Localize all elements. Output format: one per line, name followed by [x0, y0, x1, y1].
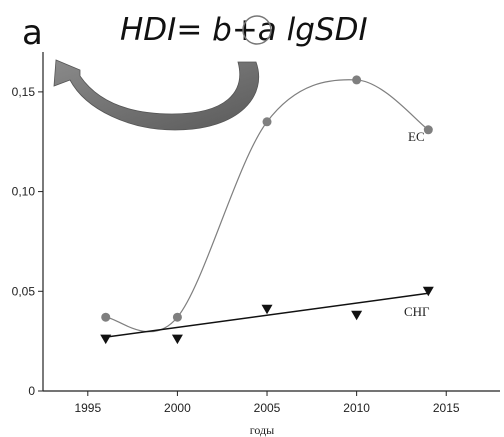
y-tick-label: 0,15	[12, 85, 36, 99]
y-tick-label: 0	[28, 384, 35, 398]
es-point	[352, 75, 362, 85]
y-ticks: 0 0,05 0,10 0,15	[12, 85, 43, 398]
cis-trend-line	[105, 292, 429, 338]
cis-point	[261, 304, 273, 315]
y-tick-label: 0,05	[12, 284, 36, 298]
cis-point	[422, 286, 434, 297]
es-point	[172, 312, 182, 322]
cis-point	[171, 334, 183, 345]
series-label-es: ЕС	[408, 129, 425, 144]
formula-highlight-circle	[242, 15, 272, 45]
x-tick-label: 1995	[74, 401, 101, 415]
data-points	[100, 75, 434, 345]
formula: HDI= b+a lgSDI	[120, 12, 368, 48]
cis-point	[351, 310, 363, 321]
curved-arrow-icon	[53, 59, 260, 131]
cis-point	[100, 334, 112, 345]
panel-letter: a	[22, 13, 43, 53]
x-tick-label: 2005	[254, 401, 281, 415]
es-point	[423, 125, 433, 135]
x-tick-label: 2010	[343, 401, 370, 415]
x-tick-label: 2015	[433, 401, 460, 415]
y-tick-label: 0,10	[12, 185, 36, 199]
x-axis-title: годы	[250, 423, 274, 437]
es-point	[101, 312, 111, 322]
es-point	[262, 117, 272, 127]
x-tick-label: 2000	[164, 401, 191, 415]
series-label-cis: СНГ	[404, 304, 430, 319]
x-ticks: 1995 2000 2005 2010 2015	[74, 391, 460, 415]
